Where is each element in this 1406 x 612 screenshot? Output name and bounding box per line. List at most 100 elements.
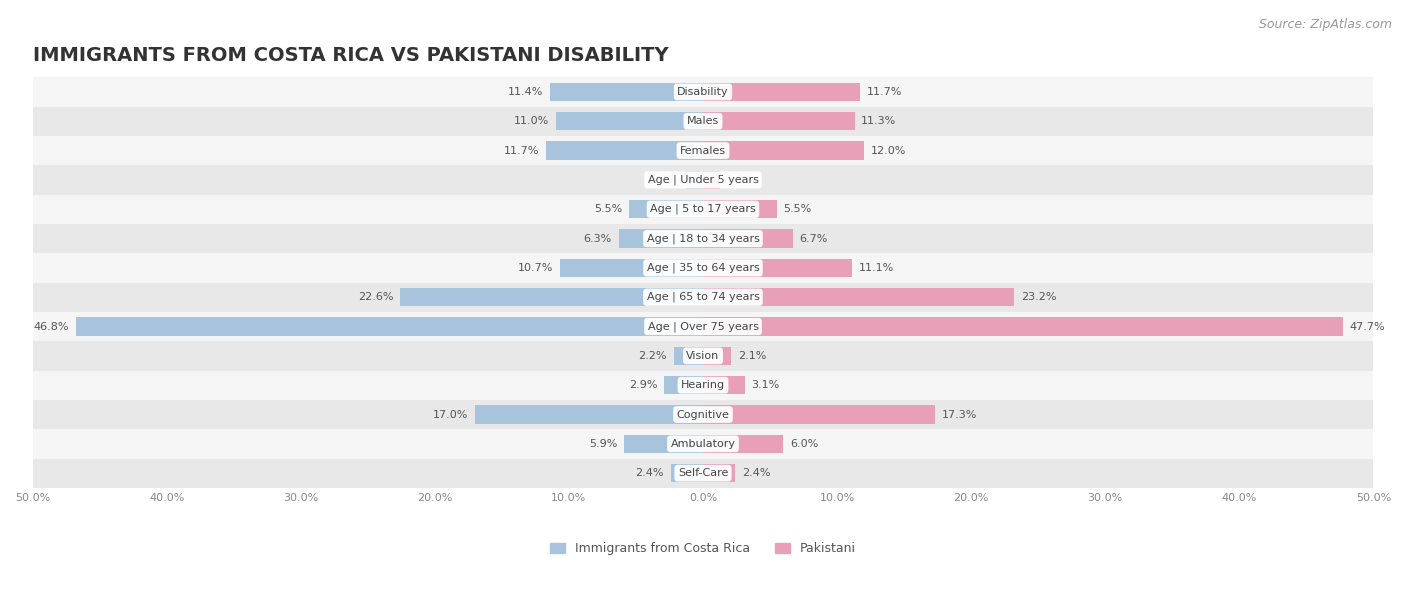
Text: Females: Females: [681, 146, 725, 155]
Bar: [32, 77, 1374, 106]
Bar: [703, 405, 935, 424]
Bar: [32, 195, 1374, 224]
Bar: [664, 376, 703, 394]
Bar: [703, 230, 793, 248]
Text: 2.4%: 2.4%: [636, 468, 664, 478]
Text: Age | 35 to 64 years: Age | 35 to 64 years: [647, 263, 759, 273]
Text: 6.3%: 6.3%: [583, 234, 612, 244]
Bar: [32, 458, 1374, 488]
Bar: [32, 136, 1374, 165]
Text: 11.7%: 11.7%: [866, 87, 901, 97]
Bar: [546, 141, 703, 160]
Text: 17.0%: 17.0%: [433, 409, 468, 419]
Bar: [630, 200, 703, 218]
Bar: [555, 112, 703, 130]
Bar: [703, 376, 745, 394]
Bar: [32, 253, 1374, 283]
Text: 1.3%: 1.3%: [651, 175, 679, 185]
Bar: [475, 405, 703, 424]
Bar: [32, 312, 1374, 341]
Bar: [703, 83, 860, 101]
Bar: [550, 83, 703, 101]
Text: Ambulatory: Ambulatory: [671, 439, 735, 449]
Bar: [619, 230, 703, 248]
Bar: [686, 171, 703, 189]
Bar: [703, 347, 731, 365]
Text: 22.6%: 22.6%: [357, 292, 394, 302]
Text: Age | Under 5 years: Age | Under 5 years: [648, 174, 758, 185]
Bar: [624, 435, 703, 453]
Bar: [399, 288, 703, 306]
Text: Age | 65 to 74 years: Age | 65 to 74 years: [647, 292, 759, 302]
Bar: [399, 288, 703, 306]
Bar: [76, 318, 703, 335]
Text: 47.7%: 47.7%: [1350, 321, 1385, 332]
Bar: [703, 112, 855, 130]
Bar: [671, 464, 703, 482]
Bar: [703, 288, 1014, 306]
Bar: [703, 171, 720, 189]
Bar: [475, 405, 703, 424]
Bar: [703, 259, 852, 277]
Text: Vision: Vision: [686, 351, 720, 361]
Bar: [32, 165, 1374, 195]
Text: 11.4%: 11.4%: [508, 87, 544, 97]
Bar: [560, 259, 703, 277]
Bar: [76, 318, 703, 335]
Bar: [32, 224, 1374, 253]
Bar: [703, 435, 783, 453]
Text: Age | 5 to 17 years: Age | 5 to 17 years: [650, 204, 756, 214]
Text: 23.2%: 23.2%: [1021, 292, 1056, 302]
Text: Age | 18 to 34 years: Age | 18 to 34 years: [647, 233, 759, 244]
Bar: [671, 464, 703, 482]
Bar: [703, 318, 1343, 335]
Text: 12.0%: 12.0%: [870, 146, 905, 155]
Text: 11.7%: 11.7%: [505, 146, 540, 155]
Text: 2.1%: 2.1%: [738, 351, 766, 361]
Text: 10.7%: 10.7%: [517, 263, 553, 273]
Bar: [686, 171, 703, 189]
Legend: Immigrants from Costa Rica, Pakistani: Immigrants from Costa Rica, Pakistani: [550, 542, 856, 556]
Text: Disability: Disability: [678, 87, 728, 97]
Bar: [703, 464, 735, 482]
Bar: [703, 141, 863, 160]
Bar: [624, 435, 703, 453]
Bar: [555, 112, 703, 130]
Text: 17.3%: 17.3%: [942, 409, 977, 419]
Bar: [32, 106, 1374, 136]
Text: 3.1%: 3.1%: [751, 380, 779, 390]
Bar: [560, 259, 703, 277]
Bar: [664, 376, 703, 394]
Bar: [32, 283, 1374, 312]
Bar: [32, 341, 1374, 370]
Text: Hearing: Hearing: [681, 380, 725, 390]
Text: 1.3%: 1.3%: [727, 175, 755, 185]
Bar: [673, 347, 703, 365]
Text: 2.2%: 2.2%: [638, 351, 666, 361]
Text: 46.8%: 46.8%: [34, 321, 69, 332]
Bar: [550, 83, 703, 101]
Text: IMMIGRANTS FROM COSTA RICA VS PAKISTANI DISABILITY: IMMIGRANTS FROM COSTA RICA VS PAKISTANI …: [32, 46, 668, 65]
Bar: [673, 347, 703, 365]
Text: Self-Care: Self-Care: [678, 468, 728, 478]
Text: Males: Males: [688, 116, 718, 126]
Bar: [32, 429, 1374, 458]
Text: 11.1%: 11.1%: [859, 263, 894, 273]
Text: 2.9%: 2.9%: [628, 380, 658, 390]
Bar: [703, 200, 776, 218]
Text: 11.0%: 11.0%: [513, 116, 548, 126]
Bar: [630, 200, 703, 218]
Text: 2.4%: 2.4%: [742, 468, 770, 478]
Text: Source: ZipAtlas.com: Source: ZipAtlas.com: [1258, 18, 1392, 31]
Bar: [546, 141, 703, 160]
Text: 6.0%: 6.0%: [790, 439, 818, 449]
Text: Cognitive: Cognitive: [676, 409, 730, 419]
Bar: [32, 370, 1374, 400]
Text: 6.7%: 6.7%: [800, 234, 828, 244]
Text: 11.3%: 11.3%: [862, 116, 897, 126]
Text: Age | Over 75 years: Age | Over 75 years: [648, 321, 758, 332]
Bar: [32, 400, 1374, 429]
Bar: [619, 230, 703, 248]
Text: 5.5%: 5.5%: [783, 204, 811, 214]
Text: 5.9%: 5.9%: [589, 439, 617, 449]
